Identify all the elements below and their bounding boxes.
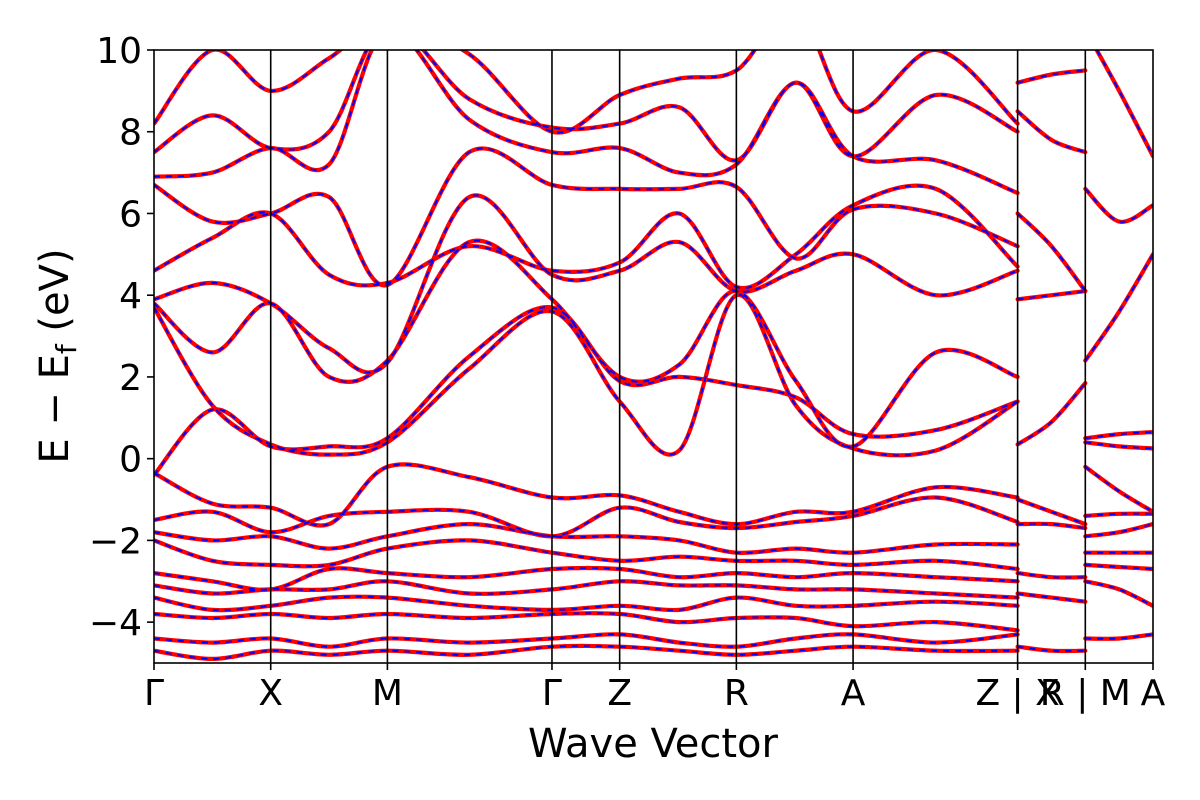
y-tick-label-2: 0 [119, 440, 142, 481]
band-blue-5 [154, 580, 1018, 599]
y-tick-label-4: 4 [119, 276, 142, 317]
x-tick-label-0: Γ [144, 673, 164, 714]
x-tick-label-8: R | M [1040, 673, 1131, 714]
plot-frame [153, 49, 1154, 664]
y-tick-label-3: 2 [119, 358, 142, 399]
band-blue-38 [1084, 253, 1153, 362]
band-blue-15 [154, 147, 1018, 287]
band-blue-17 [154, 50, 1019, 162]
x-tick-label-5: R [724, 673, 749, 714]
y-axis-ticks: −4 −2 0 2 4 6 8 10 [89, 31, 154, 644]
x-tick-label-1: X [258, 673, 283, 714]
band-blue-8 [154, 633, 1018, 648]
band-blue-35 [1085, 563, 1153, 570]
x-tick-label-7: Z | X [975, 673, 1059, 714]
band-blue-6 [154, 595, 1018, 612]
band-blue-16 [154, 50, 1018, 194]
band-blue-27 [1016, 110, 1086, 154]
x-tick-label-9: A [1141, 673, 1166, 714]
y-tick-label-5: 6 [119, 194, 142, 235]
band-red-32 [1083, 511, 1153, 518]
x-tick-label-4: Z [607, 673, 632, 714]
band-blue-29 [1085, 431, 1153, 440]
band-blue-21 [1017, 572, 1086, 579]
x-tick-label-2: M [372, 673, 403, 714]
y-tick-label-7: 10 [96, 31, 142, 72]
y-axis-title-subscript: f [50, 343, 83, 354]
y-tick-label-6: 8 [119, 113, 142, 154]
band-blue-13 [154, 194, 1018, 374]
y-axis-title: E − Ef (eV) [32, 248, 83, 463]
x-axis-title: Wave Vector [528, 721, 779, 767]
band-blue-36 [1085, 580, 1153, 607]
band-blue-2 [154, 523, 1018, 554]
band-blue-37 [1085, 633, 1153, 640]
band-blue-12 [154, 239, 1018, 448]
band-blue-39 [1084, 188, 1153, 223]
band-blue-25 [1017, 290, 1086, 301]
band-blue-31 [1084, 465, 1153, 513]
band-blue-11 [154, 294, 1019, 457]
y-tick-label-0: −4 [89, 603, 142, 644]
y-axis-title-unit: (eV) [32, 248, 78, 344]
band-blue-32 [1085, 512, 1153, 517]
band-blue-30 [1085, 441, 1153, 450]
band-blue-23 [1017, 645, 1086, 653]
band-blue-24 [1017, 382, 1087, 446]
band-blue-22 [1017, 592, 1086, 603]
x-tick-label-3: Γ [542, 673, 562, 714]
band-red-26 [1015, 211, 1088, 294]
band-blue-19 [1017, 498, 1086, 526]
band-blue-33 [1085, 523, 1153, 538]
x-tick-label-6: A [841, 673, 866, 714]
y-tick-label-1: −2 [89, 521, 142, 562]
band-red-40 [1094, 50, 1153, 159]
band-blue-20 [1017, 522, 1086, 530]
band-blue-3 [154, 539, 1018, 570]
band-blue-28 [1017, 69, 1086, 84]
y-axis-title-main: E − E [32, 354, 78, 464]
band-blue-4 [154, 566, 1018, 591]
k-point-lines [269, 50, 1087, 663]
